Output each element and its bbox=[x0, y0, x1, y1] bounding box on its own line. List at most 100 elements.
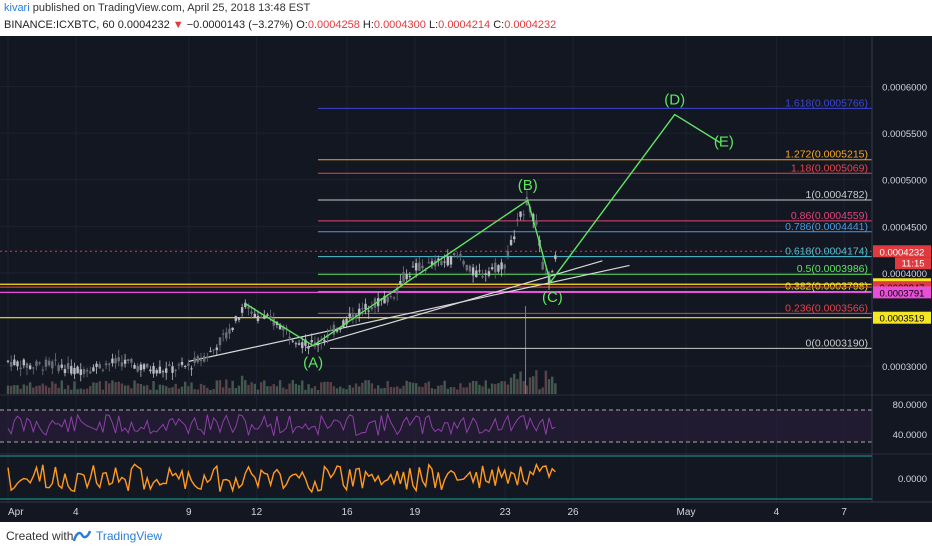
volume-bar bbox=[60, 380, 63, 394]
volume-bar bbox=[427, 381, 431, 394]
candle-body bbox=[63, 369, 67, 374]
volume-bar bbox=[285, 389, 288, 394]
candle-body bbox=[168, 364, 171, 366]
candle-body bbox=[272, 318, 275, 326]
chart-canvas[interactable]: 1.618(0.0005766) 1.272(0.0005215)1.18(0.0… bbox=[0, 36, 932, 522]
candle-body bbox=[47, 360, 51, 366]
volume-bar bbox=[155, 389, 158, 394]
volume-bar bbox=[225, 379, 228, 394]
volume-bar bbox=[193, 389, 196, 394]
level-badge bbox=[873, 311, 931, 324]
volume-bar bbox=[136, 383, 139, 394]
candle-body bbox=[437, 258, 440, 261]
candle-body bbox=[161, 371, 165, 373]
volume-bar bbox=[538, 389, 541, 394]
volume-bar bbox=[500, 381, 503, 394]
created-with-text: Created with bbox=[6, 529, 74, 543]
price-tick-label: 0.0005500 bbox=[882, 129, 927, 140]
candle-body bbox=[411, 266, 415, 268]
volume-bar bbox=[57, 387, 60, 394]
candle-body bbox=[41, 369, 45, 371]
candle-body bbox=[95, 363, 98, 367]
volume-bar bbox=[165, 386, 168, 394]
candle-body bbox=[76, 366, 79, 374]
candle-body bbox=[171, 366, 174, 373]
candle-body bbox=[120, 362, 124, 367]
candle-body bbox=[199, 360, 203, 362]
volume-bar bbox=[370, 383, 374, 394]
candle-body bbox=[424, 269, 427, 271]
volume-bar bbox=[76, 389, 79, 394]
author-link[interactable]: kivari bbox=[4, 2, 30, 14]
volume-bar bbox=[85, 388, 89, 394]
time-tick-label: Apr bbox=[8, 507, 24, 518]
wave-label: (B) bbox=[518, 177, 538, 194]
volume-bar bbox=[497, 383, 500, 394]
candle-body bbox=[73, 368, 76, 375]
candle-body bbox=[158, 366, 162, 374]
price-tick-label: 0.0004500 bbox=[882, 222, 927, 233]
volume-bar bbox=[259, 382, 263, 394]
candle-body bbox=[490, 267, 494, 270]
candle-body bbox=[215, 347, 219, 350]
candle-body bbox=[9, 361, 13, 367]
volume-bar bbox=[263, 380, 266, 394]
candle-body bbox=[82, 369, 86, 375]
candle-body bbox=[481, 275, 484, 278]
candle-body bbox=[190, 368, 193, 370]
volume-bar bbox=[395, 386, 399, 394]
volume-bar bbox=[459, 383, 462, 394]
volume-bar bbox=[82, 389, 86, 394]
candle-body bbox=[348, 313, 351, 317]
countdown-label: 11:15 bbox=[901, 258, 924, 269]
volume-bar bbox=[452, 387, 456, 394]
candle-body bbox=[304, 339, 307, 346]
volume-bar bbox=[278, 380, 282, 394]
candle-body bbox=[240, 307, 244, 313]
volume-bar bbox=[525, 385, 529, 394]
low-value: 0.0004214 bbox=[438, 19, 491, 31]
candle-body bbox=[392, 297, 396, 299]
candle-body bbox=[332, 324, 336, 335]
candle-body bbox=[449, 255, 453, 265]
volume-bar bbox=[354, 383, 358, 394]
price-tick-label: 0.0006000 bbox=[882, 83, 927, 94]
volume-bar bbox=[424, 382, 427, 394]
volume-bar bbox=[471, 380, 475, 394]
tradingview-brand[interactable]: TradingView bbox=[96, 529, 163, 543]
candle-body bbox=[259, 316, 263, 318]
wave-label: (E) bbox=[714, 133, 734, 150]
candle-body bbox=[221, 333, 225, 335]
volume-bar bbox=[149, 389, 152, 394]
volume-bar bbox=[95, 382, 98, 394]
volume-bar bbox=[551, 376, 554, 394]
candle-body bbox=[509, 239, 513, 246]
candle-body bbox=[22, 359, 26, 366]
volume-bar bbox=[310, 388, 313, 394]
low-label: L: bbox=[428, 19, 439, 31]
candle-body bbox=[358, 308, 361, 316]
volume-bar bbox=[269, 386, 272, 394]
candle-body bbox=[468, 265, 472, 272]
candle-body bbox=[127, 359, 130, 362]
volume-bar bbox=[6, 385, 10, 394]
volume-bar bbox=[351, 387, 355, 394]
level-badge-label: 0.0003519 bbox=[880, 314, 925, 325]
candle-body bbox=[462, 261, 465, 265]
candle-body bbox=[310, 339, 313, 343]
volume-bar bbox=[392, 387, 396, 394]
candle-body bbox=[386, 296, 389, 303]
candle-body bbox=[101, 369, 105, 371]
volume-bar bbox=[402, 385, 405, 394]
volume-bar bbox=[468, 382, 472, 394]
candle-body bbox=[297, 343, 301, 345]
volume-bar bbox=[475, 381, 478, 394]
volume-bars bbox=[6, 306, 557, 394]
candle-body bbox=[316, 344, 320, 346]
volume-bar bbox=[503, 381, 506, 394]
volume-bar bbox=[535, 370, 538, 394]
volume-bar bbox=[171, 387, 174, 394]
candle-body bbox=[323, 339, 326, 342]
wave-label: (C) bbox=[542, 289, 563, 306]
volume-bar bbox=[133, 380, 136, 394]
